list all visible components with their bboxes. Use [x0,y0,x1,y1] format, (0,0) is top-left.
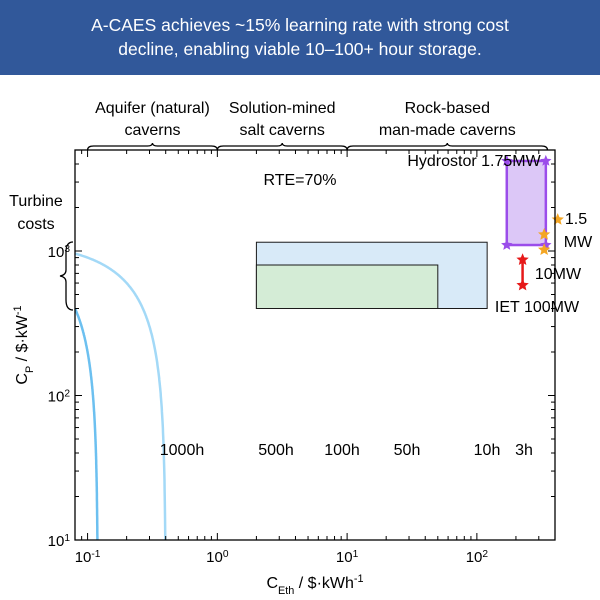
banner-line-2: decline, enabling viable 10–100+ hour st… [118,39,482,59]
x-tick-label-0: 100 [206,549,229,567]
x-axis-label: CEth / $·kWh-1 [266,573,363,597]
orange-star-2 [551,213,564,225]
iet-star-0 [516,253,529,265]
mw15-label-1: 1.5 [565,211,587,228]
cavern-type-2-line-1: Rock-based [405,100,490,117]
y-axis-label: CP / $·kW-1 [12,305,36,384]
cavern-brace-0 [86,142,218,151]
hydrostor-star-1 [540,154,552,166]
series-label-50h: 50h [394,442,421,459]
orange-star-0 [538,228,551,240]
mw15-label-2: MW [564,234,593,251]
cavern-type-1-line-1: Solution-mined [229,100,336,117]
iet-label: IET 100MW [495,299,580,316]
y-tick-label-3: 103 [48,244,71,262]
cavern-type-2-line-2: man-made caverns [379,122,516,139]
curve-10h [75,308,99,540]
series-label-3h: 3h [515,442,533,459]
series-label-10h: 10h [474,442,501,459]
x-tick-label-2: 102 [466,549,489,567]
x-tick-label-1: 101 [336,549,359,567]
series-label-100h: 100h [324,442,360,459]
cavern-brace-2 [346,142,549,151]
rte-label: RTE=70% [263,172,336,189]
cavern-type-0-line-2: caverns [124,122,180,139]
mw10-label: 10MW [535,266,582,283]
hydrostor-label: Hydrostor 1.75MW [407,153,541,170]
title-banner: A-CAES achieves ~15% learning rate with … [0,0,600,75]
hydrostor-star-3 [540,239,552,250]
series-label-500h: 500h [258,442,294,459]
y-tick-label-2: 102 [48,388,71,406]
turbine-costs-label-1: Turbine [9,193,63,210]
banner-line-1: A-CAES achieves ~15% learning rate with … [91,15,509,35]
series-label-1000h: 1000h [160,442,205,459]
hydrostor-star-0 [501,154,513,166]
x-tick-label--1: 10-1 [75,549,101,567]
orange-star-1 [538,243,551,255]
curve-3h [75,252,167,540]
green-region [255,264,439,310]
turbine-costs-label-2: costs [17,216,54,233]
cavern-type-0-line-1: Aquifer (natural) [95,100,210,117]
iet-star-1 [516,278,529,291]
hydrostor-star-2 [501,239,513,250]
cavern-brace-1 [216,142,348,151]
y-tick-label-1: 101 [48,533,71,551]
plot-frame [74,149,556,541]
hydrostor-box [505,159,548,247]
turbine-brace [59,241,74,311]
cavern-type-1-line-2: salt caverns [240,122,325,139]
